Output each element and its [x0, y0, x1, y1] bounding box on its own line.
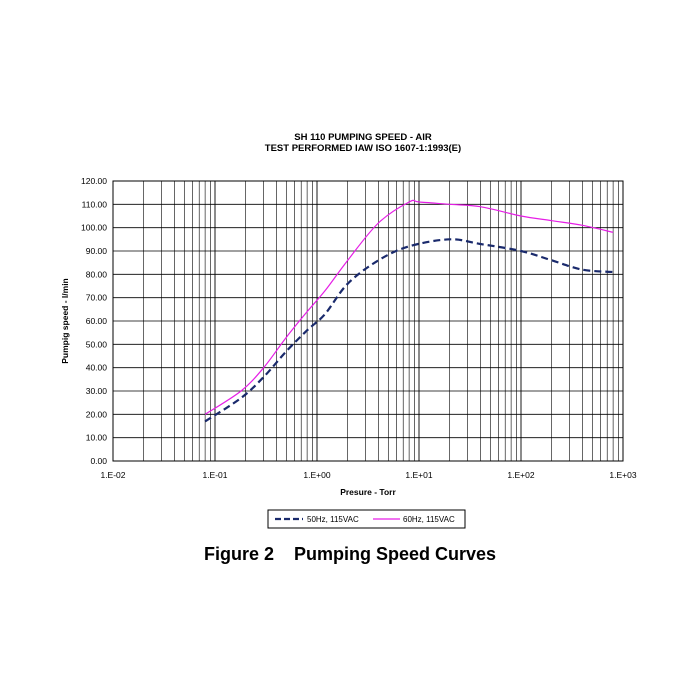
legend-box: [267, 509, 466, 529]
legend: 50Hz, 115VAC 60Hz, 115VAC: [267, 509, 466, 529]
y-tick-label: 40.00: [86, 363, 108, 373]
y-tick-label: 100.00: [81, 223, 107, 233]
x-tick-labels: 1.E-02 1.E-01 1.E+00 1.E+01 1.E+02 1.E+03: [100, 470, 636, 480]
y-tick-label: 110.00: [82, 199, 108, 209]
legend-label-50hz: 50Hz, 115VAC: [307, 515, 359, 524]
x-tick-label: 1.E-01: [202, 470, 227, 480]
y-tick-label: 70.00: [86, 293, 108, 303]
y-tick-label: 60.00: [86, 316, 108, 326]
x-tick-label: 1.E-02: [100, 470, 125, 480]
plot-frame: [112, 180, 624, 462]
x-axis-label: Presure - Torr: [340, 487, 396, 497]
chart-title-line-2: TEST PERFORMED IAW ISO 1607-1:1993(E): [265, 143, 461, 154]
figure-caption: Figure 2 Pumping Speed Curves: [203, 544, 497, 564]
y-tick-label: 20.00: [86, 409, 108, 419]
chart-title-line-1: SH 110 PUMPING SPEED - AIR: [294, 132, 432, 143]
y-tick-label: 10.00: [86, 433, 108, 443]
grid-lines: [112, 180, 623, 462]
y-tick-label: 80.00: [86, 269, 108, 279]
series-line-50hz: [204, 238, 614, 423]
x-tick-label: 1.E+03: [609, 470, 636, 480]
y-tick-label: 30.00: [86, 386, 108, 396]
x-tick-label: 1.E+01: [405, 470, 432, 480]
y-tick-label: 120.00: [81, 176, 107, 186]
y-tick-label: 90.00: [86, 246, 108, 256]
series-group: [204, 199, 614, 423]
y-axis-label: Pumpig speed - l/min: [60, 278, 70, 363]
legend-label-60hz: 60Hz, 115VAC: [403, 515, 455, 524]
chart-title: SH 110 PUMPING SPEED - AIR TEST PERFORME…: [265, 132, 461, 154]
y-tick-label: 50.00: [86, 339, 108, 349]
y-tick-label: 0.00: [90, 456, 107, 466]
x-tick-label: 1.E+02: [507, 470, 534, 480]
x-tick-label: 1.E+00: [303, 470, 330, 480]
series-line-60hz: [204, 199, 614, 415]
y-tick-labels: 0.00 10.00 20.00 30.00 40.00 50.00 60.00 70.00 8…: [81, 176, 107, 466]
